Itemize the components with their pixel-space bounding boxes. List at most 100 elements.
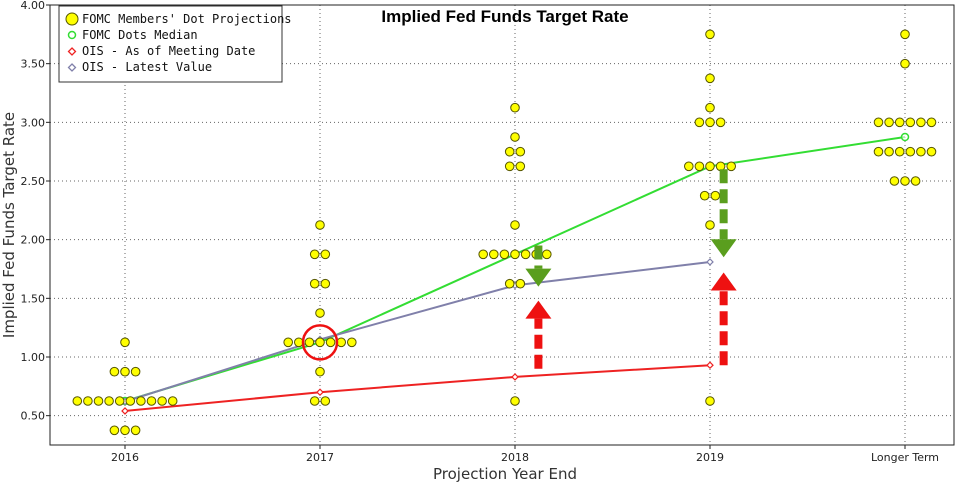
dot-projection [699,190,710,201]
dot-projection [873,117,884,128]
dot-projection [905,117,916,128]
dot-projection [315,308,325,318]
legend-marker-ois-latest [67,63,77,72]
dot-projection [320,278,331,289]
dot-projection [72,396,83,406]
dot-projection [109,425,120,436]
dot-projection [889,176,900,186]
dot-projection [125,396,136,406]
x-tick-label: 2019 [696,451,724,464]
marker-ois-latest-value [706,258,714,266]
dot-projection [304,337,315,348]
dot-projection [130,366,141,377]
dot-projection [515,278,526,289]
dot-projection [684,161,694,172]
dot-projection [705,117,715,128]
legend-label-dots: FOMC Members' Dot Projections [82,12,292,26]
marker-ois-as-of-meeting-date [706,361,714,370]
legend-box [58,5,283,83]
dot-projection [114,396,125,406]
dot-projection [489,249,499,260]
plot-frame [49,4,955,446]
red-up-arrow-head [525,300,552,319]
y-tick-label: 2.00 [21,234,46,247]
annotations [301,169,737,369]
dot-projection [510,249,520,260]
dot-projection [315,366,325,377]
marker-ois-as-of-meeting-date [511,373,519,381]
y-tick-label: 2.50 [21,175,46,188]
dot-projection [694,161,705,172]
dot-projection [884,117,894,128]
dot-projection [309,396,320,406]
dot-projection [910,176,921,186]
dot-projection [325,337,336,348]
dot-projection [894,146,905,157]
x-tick-label: Longer Term [871,451,939,464]
dot-projection [705,73,715,84]
dot-projection [309,278,320,289]
dot-projection [478,249,489,260]
dot-projection [900,176,910,186]
dot-projection [315,337,325,348]
dot-projection [542,249,552,260]
y-tick-label: 4.00 [21,0,46,12]
dot-projection [884,146,894,157]
series-line-ois-latest-value [124,261,711,403]
dot-projection [515,161,526,172]
dot-projection [347,337,357,348]
green-down-arrow-head [710,239,737,258]
dot-projection [120,337,130,348]
dot-projection [309,249,320,260]
dot-projection [504,278,515,289]
dot-projection [130,425,141,436]
x-tick-label: 2016 [111,451,139,464]
axis-ticks: 0.50 1.00 1.50 2.00 2.50 3.00 3.50 4.00 2016 2017… [21,0,940,464]
marker-ois-as-of-meeting-date [316,388,324,397]
legend-label-median: FOMC Dots Median [82,28,198,42]
dot-projection [315,220,325,230]
y-tick-label: 1.00 [21,351,46,364]
dot-projection [499,249,510,260]
x-tick-label: 2017 [306,451,334,464]
y-tick-label: 3.00 [21,116,46,129]
dot-projection [157,396,167,406]
dot-projection [136,396,146,406]
dot-projection [83,396,93,406]
dot-projection [694,117,705,128]
dot-projection [510,132,520,142]
dot-projection [120,366,130,377]
legend-marker-dots [65,12,79,26]
y-axis-title: Implied Fed Funds Target Rate [0,112,18,338]
chart-title: Implied Fed Funds Target Rate [381,7,628,26]
dot-projection [520,249,531,260]
legend-label-ois-meeting: OIS - As of Meeting Date [82,44,255,58]
y-tick-label: 1.50 [21,292,46,305]
dot-projection [710,190,721,201]
green-down-arrow-head [525,268,552,287]
dot-projection [705,220,715,230]
dot-projection [510,102,520,113]
legend-marker-median [67,30,77,40]
dot-projection [715,117,726,128]
dot-projection [900,58,910,69]
dot-projection [109,366,120,377]
legend-label-ois-latest: OIS - Latest Value [82,60,212,74]
legend: FOMC Members' Dot Projections FOMC Dots … [58,5,292,83]
dot-projection [705,396,715,406]
dot-projection [504,161,515,172]
dot-projection [167,396,178,406]
dot-projection [320,396,331,406]
dot-projection [916,146,926,157]
dot-projection [283,337,294,348]
x-axis-title: Projection Year End [433,465,577,483]
highlight-circle [301,324,339,361]
dot-projection [926,117,937,128]
dot-projection [510,396,520,406]
dot-projection [900,29,910,40]
marker-fomc-dots-median [900,132,910,142]
series-line-ois-as-of-meeting-date [124,364,711,412]
dot-projection [905,146,916,157]
dot-projection [705,161,715,172]
